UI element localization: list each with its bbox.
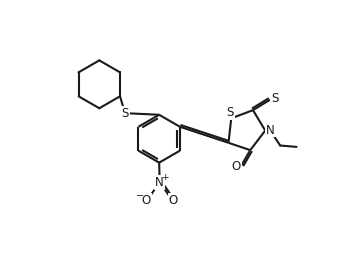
Text: S: S: [271, 92, 279, 105]
Text: O: O: [142, 194, 151, 207]
Text: N: N: [155, 176, 164, 189]
Text: S: S: [121, 107, 128, 120]
Text: N: N: [266, 123, 275, 137]
Text: +: +: [161, 173, 168, 182]
Text: O: O: [232, 160, 241, 173]
Text: O: O: [169, 194, 178, 207]
Text: −: −: [136, 191, 144, 201]
Text: S: S: [226, 106, 234, 119]
